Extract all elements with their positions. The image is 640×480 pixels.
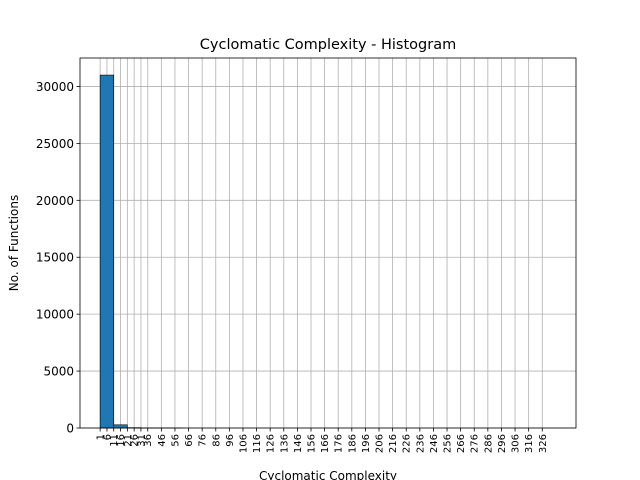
x-tick-label: 216 <box>388 434 399 453</box>
x-tick-label: 31 <box>136 434 147 447</box>
x-tick-label: 136 <box>279 434 290 453</box>
x-tick-label: 306 <box>511 434 522 453</box>
x-tick-label: 1 <box>96 434 107 440</box>
y-tick-label: 5000 <box>43 365 74 379</box>
y-tick-label: 30000 <box>36 80 74 94</box>
grid-lines <box>80 58 576 429</box>
y-tick-label: 10000 <box>36 308 74 322</box>
x-tick-label: 86 <box>211 434 222 447</box>
x-tick-label: 21 <box>123 434 134 447</box>
y-axis-label: No. of Functions <box>7 195 21 291</box>
x-tick-label: 11 <box>109 434 120 447</box>
y-tick-label: 0 <box>66 422 74 436</box>
x-tick-label: 146 <box>293 434 304 453</box>
x-tick-label: 316 <box>524 434 535 453</box>
y-tick-label: 15000 <box>36 251 74 265</box>
x-tick-label: 46 <box>157 434 168 447</box>
y-axis: 0 5000 10000 15000 20000 25000 30000 <box>36 80 80 436</box>
x-tick-label: 6 <box>102 434 113 440</box>
x-tick-label: 36 <box>143 434 154 447</box>
x-tick-label: 156 <box>306 434 317 453</box>
plot-frame <box>79 57 577 429</box>
x-tick-label: 166 <box>320 434 331 453</box>
x-tick-label: 56 <box>170 434 181 447</box>
x-tick-label: 246 <box>429 434 440 453</box>
y-tick-label: 20000 <box>36 194 74 208</box>
x-tick-label: 226 <box>402 434 413 453</box>
x-tick-label: 236 <box>415 434 426 453</box>
x-tick-label: 16 <box>116 434 127 447</box>
histogram-bar <box>99 74 115 429</box>
x-tick-label: 66 <box>184 434 195 447</box>
x-tick-label: 326 <box>538 434 549 453</box>
x-tick-label: 256 <box>443 434 454 453</box>
x-tick-label: 276 <box>470 434 481 453</box>
x-tick-label: 286 <box>483 434 494 453</box>
x-tick-label: 186 <box>347 434 358 453</box>
y-tick-label: 25000 <box>36 137 74 151</box>
x-tick-label: 116 <box>252 434 263 453</box>
histogram-bar <box>113 424 128 429</box>
x-tick-label: 106 <box>238 434 249 453</box>
chart-title: Cyclomatic Complexity - Histogram <box>200 37 456 53</box>
x-tick-label: 76 <box>198 434 209 447</box>
x-tick-label: 296 <box>497 434 508 453</box>
x-axis-label: Cyclomatic Complexity <box>259 469 397 480</box>
x-tick-label: 266 <box>456 434 467 453</box>
x-tick-label: 206 <box>375 434 386 453</box>
x-tick-label: 176 <box>334 434 345 453</box>
x-tick-label: 26 <box>130 434 141 447</box>
x-tick-label: 196 <box>361 434 372 453</box>
x-tick-label: 96 <box>225 434 236 447</box>
x-tick-label: 126 <box>266 434 277 453</box>
